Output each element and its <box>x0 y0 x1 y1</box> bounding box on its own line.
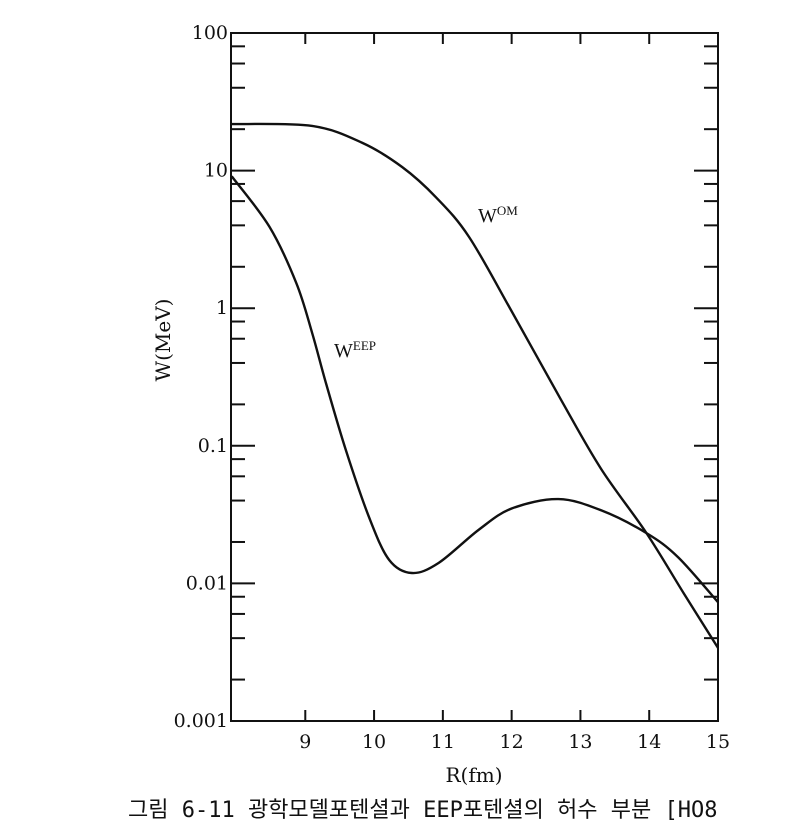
y-tick-label: 0.1 <box>198 435 228 457</box>
y-tick-label: 0.01 <box>186 572 228 594</box>
series-label-om-main: W <box>478 205 497 227</box>
y-tick-label: 0.001 <box>174 710 228 732</box>
plot-frame <box>230 32 719 722</box>
figure-caption: 그림 6-11 광학모델포텐셜과 EEP포텐셜의 허수 부분 [HO8 <box>128 798 718 823</box>
x-tick-label: 15 <box>706 731 730 753</box>
y-tick-label: 10 <box>204 160 228 182</box>
series-label-eep-sup: EEP <box>353 338 376 353</box>
x-tick-label: 12 <box>500 731 524 753</box>
series-line-om <box>231 122 720 649</box>
series-label-eep-main: W <box>334 340 353 362</box>
series-label-om-sup: OM <box>497 203 518 218</box>
x-tick-label: 14 <box>637 731 661 753</box>
y-tick-label: 100 <box>192 22 228 44</box>
series-label-eep: WEEP <box>334 338 376 362</box>
y-axis-title: W(MeV) <box>151 299 175 382</box>
x-tick-label: 10 <box>362 731 386 753</box>
x-tick-label: 9 <box>299 731 311 753</box>
x-axis-title: R(fm) <box>445 763 502 787</box>
y-tick-labels: 100 10 1 0.1 0.01 0.001 <box>174 22 228 732</box>
series-line-eep <box>230 175 719 604</box>
axis-ticks <box>231 32 719 722</box>
x-tick-label: 11 <box>431 731 455 753</box>
x-tick-label: 13 <box>568 731 592 753</box>
series-label-om: WOM <box>478 203 518 227</box>
y-tick-label: 1 <box>216 297 228 319</box>
series-lines <box>230 122 720 649</box>
x-tick-labels: 9 10 11 12 13 14 15 <box>299 731 730 753</box>
